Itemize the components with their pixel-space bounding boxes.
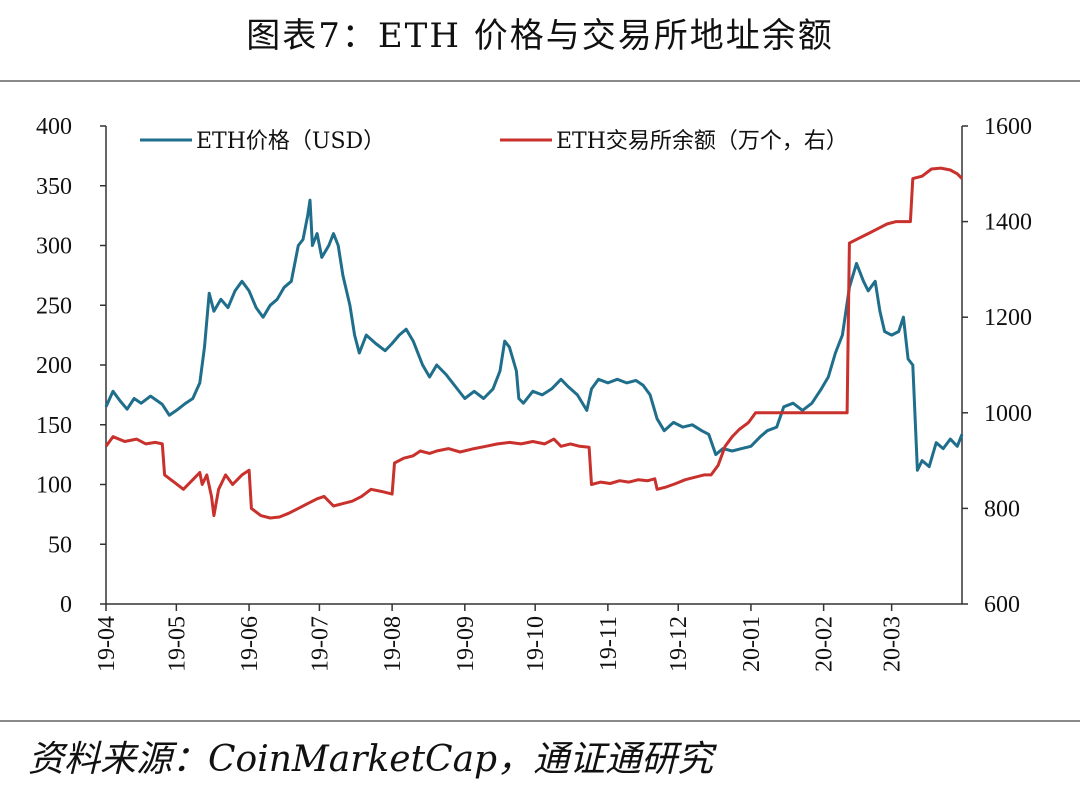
chart-area: 0 50 100 150 200 250 300 350 400 600 800 1000 1200 14… [36, 114, 1032, 672]
left-tick-label: 0 [60, 592, 72, 618]
x-tick-label: 19-10 [523, 616, 549, 672]
right-tick-label: 1200 [984, 305, 1032, 331]
x-tick-label: 19-08 [380, 616, 406, 672]
series-line-eth-price [104, 198, 964, 472]
left-tick-label: 250 [36, 293, 72, 319]
right-tick-label: 1000 [984, 401, 1032, 427]
x-tick-label: 20-03 [880, 616, 906, 672]
legend-label-exchange-balance: ETH交易所余额（万个，右） [556, 129, 848, 154]
x-tick-label: 20-01 [739, 616, 765, 672]
left-tick-label: 300 [36, 234, 72, 260]
chart-title: 图表7：ETH 价格与交易所地址余额 [246, 16, 834, 56]
legend-label-eth-price: ETH价格（USD） [196, 129, 385, 154]
x-tick-label: 19-09 [453, 616, 479, 672]
x-tick-label: 19-06 [237, 616, 263, 672]
left-tick-label: 200 [36, 353, 72, 379]
right-tick-label: 800 [984, 496, 1020, 522]
left-tick-label: 100 [36, 473, 72, 499]
x-tick-label: 19-12 [666, 616, 692, 672]
source-note: 资料来源：CoinMarketCap，通证通研究 [28, 739, 714, 780]
x-tick-label: 19-07 [307, 616, 333, 672]
x-tick-label: 20-02 [812, 616, 838, 672]
right-tick-label: 1600 [984, 114, 1032, 140]
right-tick-label: 600 [984, 592, 1020, 618]
x-tick-label: 19-05 [164, 616, 190, 672]
left-tick-label: 150 [36, 413, 72, 439]
top-rule [0, 80, 1080, 82]
right-tick-label: 1400 [984, 210, 1032, 236]
x-tick-label: 19-11 [596, 616, 622, 671]
left-tick-label: 350 [36, 174, 72, 200]
x-tick-label: 19-04 [94, 616, 120, 672]
left-tick-label: 50 [48, 532, 72, 558]
bottom-rule [0, 720, 1080, 722]
left-tick-label: 400 [36, 114, 72, 140]
series-line-exchange-balance [104, 166, 964, 520]
